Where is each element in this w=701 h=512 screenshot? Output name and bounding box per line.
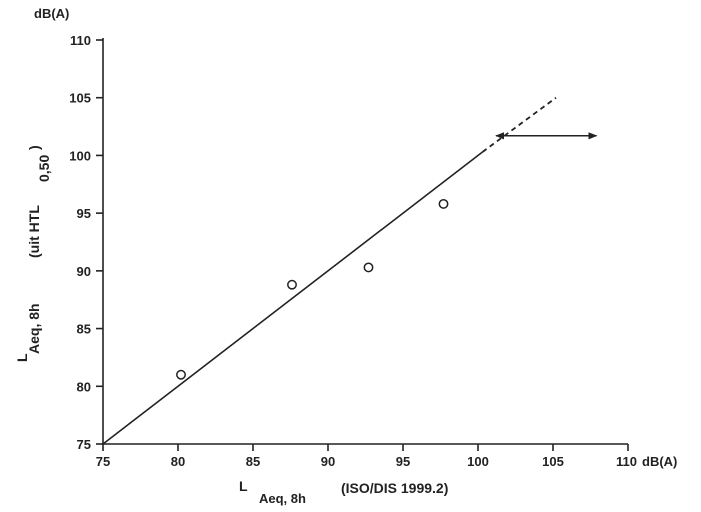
- x-tick-label: 110: [616, 454, 637, 469]
- x-tick-label: 75: [96, 454, 110, 469]
- data-point: [438, 198, 449, 209]
- y-tick-label: 105: [69, 91, 91, 106]
- data-point: [176, 369, 186, 380]
- x-axis-label-qualifier: (ISO/DIS 1999.2): [341, 480, 448, 496]
- x-tick-label: 95: [396, 454, 410, 469]
- y-axis-label: L Aeq, 8h (uit HTL 0,50 ): [14, 145, 52, 362]
- y-tick-label: 110: [70, 33, 91, 48]
- reference-line-extension: [481, 96, 557, 153]
- y-axis-label-main: L: [14, 353, 30, 362]
- reference-line: [102, 151, 483, 445]
- x-tick-label: 90: [321, 454, 335, 469]
- y-tick-label: 75: [77, 437, 91, 452]
- data-marks: [102, 96, 598, 445]
- x-tick-label: 85: [246, 454, 260, 469]
- x-axis-label: L Aeq, 8h (ISO/DIS 1999.2): [239, 478, 448, 506]
- data-point: [363, 262, 374, 273]
- y-axis-unit: dB(A): [34, 6, 69, 21]
- axes: [102, 38, 628, 445]
- y-axis-ticks: 75 80 85 90 95 100 105 110: [69, 33, 103, 452]
- y-tick-label: 85: [77, 322, 91, 337]
- y-axis-label-qualifier-close: ): [26, 145, 42, 150]
- x-tick-label: 80: [171, 454, 185, 469]
- y-tick-label: 90: [77, 264, 91, 279]
- x-axis-label-sub: Aeq, 8h: [259, 491, 306, 506]
- y-tick-label: 95: [77, 206, 91, 221]
- y-tick-label: 80: [77, 379, 91, 394]
- y-axis-label-sub: Aeq, 8h: [26, 303, 42, 354]
- x-tick-label: 100: [467, 454, 489, 469]
- y-axis-label-qualifier-sub: 0,50: [36, 155, 52, 182]
- x-axis-unit: dB(A): [642, 454, 677, 469]
- x-tick-label: 105: [542, 454, 564, 469]
- y-tick-label: 100: [69, 148, 91, 163]
- x-axis-label-main: L: [239, 478, 248, 494]
- x-axis-ticks: 75 80 85 90 95 100 105 110: [96, 444, 637, 469]
- y-axis-label-qualifier: (uit HTL: [26, 205, 42, 258]
- data-point: [287, 279, 297, 290]
